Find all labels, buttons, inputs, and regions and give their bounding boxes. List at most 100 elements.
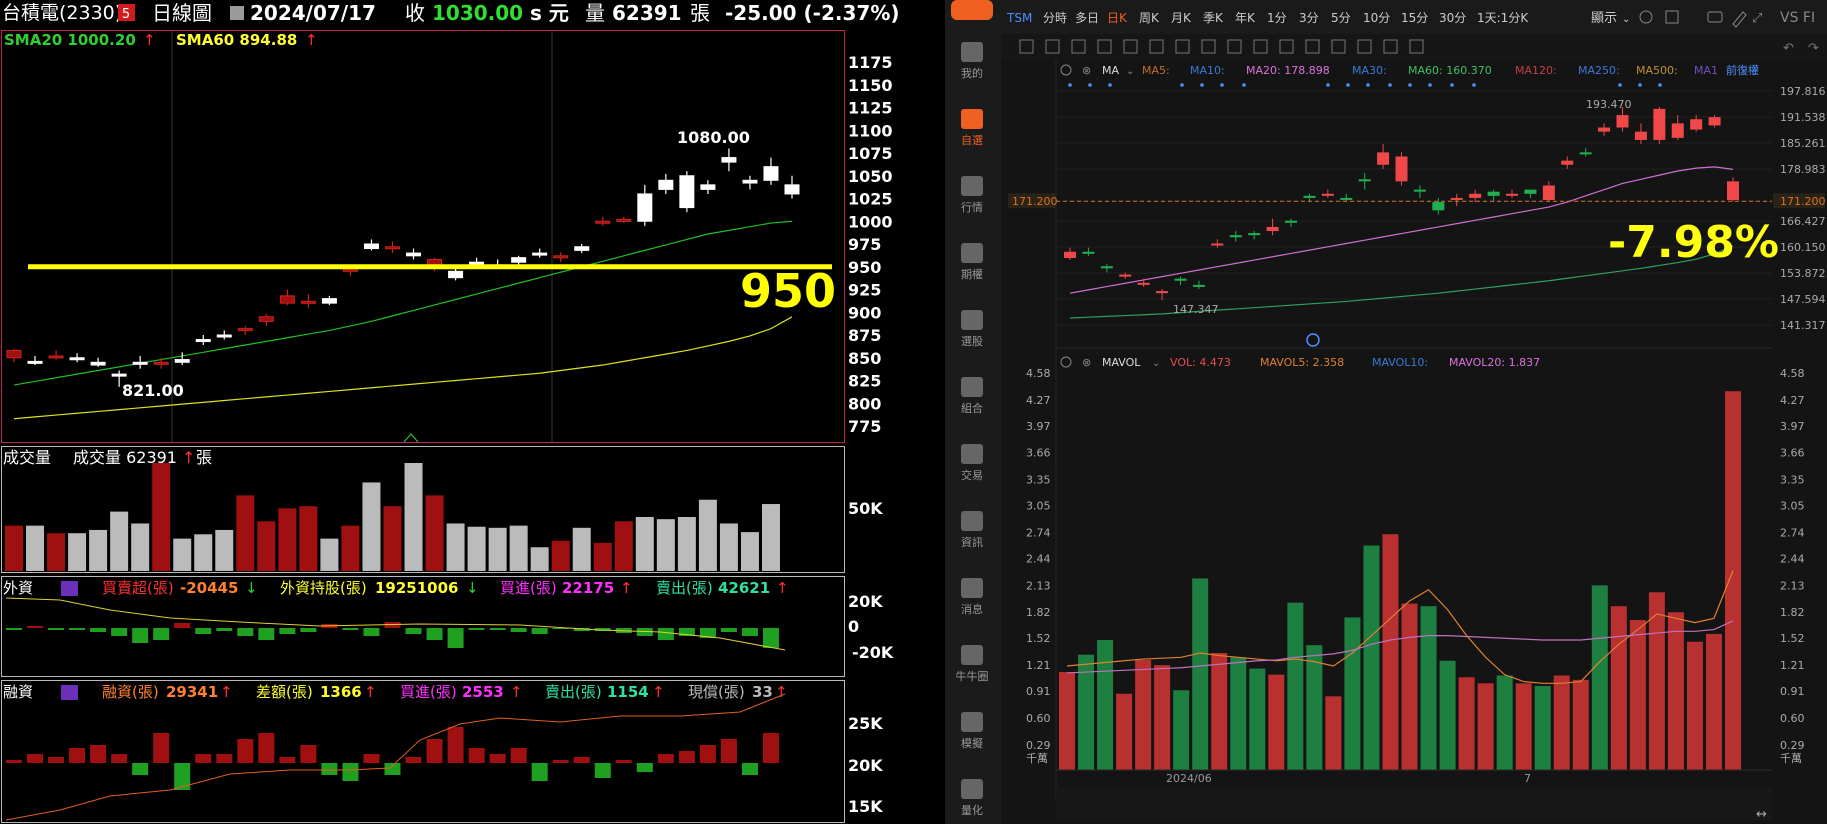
ma-dropdown-icon[interactable]: ⌄ <box>1126 66 1134 77</box>
tab-item[interactable]: 分時 <box>1043 11 1067 25</box>
price-tick: 950 <box>848 258 881 277</box>
ma-selector[interactable]: MA <box>1102 64 1119 77</box>
sidebar-item[interactable]: 自選 <box>961 109 983 147</box>
candle-body <box>1340 197 1353 200</box>
draw-tool-icon[interactable] <box>1409 39 1424 54</box>
sidebar-icon <box>961 511 983 531</box>
sidebar-item[interactable]: 選股 <box>961 310 983 348</box>
foreign-title: 外資 <box>3 579 33 597</box>
sidebar-item[interactable]: 量化 <box>961 779 983 817</box>
display-dropdown-icon[interactable]: ⌄ <box>1622 14 1630 25</box>
ma60-label: MA60: 160.370 <box>1408 64 1492 77</box>
foreign-bar <box>27 626 44 628</box>
tab-item[interactable]: 1天:1分K <box>1477 11 1529 25</box>
tab-item[interactable]: 月K <box>1171 11 1192 25</box>
draw-tool-icon[interactable] <box>1019 39 1034 54</box>
tab-item[interactable]: TSM <box>1006 11 1032 25</box>
tab-item[interactable]: 季K <box>1203 11 1224 25</box>
layout-icon[interactable] <box>1665 10 1679 24</box>
tab-item[interactable]: 1分 <box>1267 11 1287 25</box>
event-marker-icon[interactable] <box>1306 333 1320 347</box>
candle <box>763 157 779 185</box>
candle <box>111 370 127 387</box>
vol-tick-right: 3.97 <box>1780 420 1805 433</box>
vol-close-icon[interactable]: ⊗ <box>1082 356 1091 369</box>
draw-tool-icon[interactable] <box>1045 39 1060 54</box>
foreign-bar <box>447 628 464 648</box>
tab-item[interactable]: 15分 <box>1401 11 1428 25</box>
tab-item[interactable]: 5分 <box>1331 11 1351 25</box>
restore-toggle[interactable]: 前復權 <box>1726 63 1759 77</box>
sidebar-item[interactable]: 模擬 <box>961 712 983 750</box>
draw-tool-icon[interactable] <box>1097 39 1112 54</box>
vol-tick-left: 3.35 <box>1026 474 1051 487</box>
vol-tick-right: 3.35 <box>1780 474 1805 487</box>
sidebar-item[interactable]: 資訊 <box>961 511 983 549</box>
sidebar-label: 資訊 <box>961 535 983 549</box>
sidebar-item[interactable]: 行情 <box>961 176 983 214</box>
fullscreen-icon[interactable]: ⤢ <box>1752 11 1762 26</box>
ma250-label: MA250: <box>1578 64 1620 77</box>
draw-tool-icon[interactable] <box>1305 39 1320 54</box>
tab-item[interactable]: 30分 <box>1439 11 1466 25</box>
ma-settings-icon[interactable] <box>1060 64 1072 76</box>
draw-tool-icon[interactable] <box>1201 39 1216 54</box>
volume-bar-right <box>1725 391 1741 770</box>
sidebar-item[interactable]: 組合 <box>961 377 983 415</box>
undo-icon[interactable]: ↶ <box>1783 41 1794 56</box>
draw-tool-icon[interactable] <box>1175 39 1190 54</box>
draw-tool-icon[interactable] <box>1123 39 1138 54</box>
vol-legend: ⊗ MAVOL ⌄ VOL: 4.473 MAVOL5: 2.358 MAVOL… <box>1060 356 1540 369</box>
sidebar-item[interactable]: 消息 <box>961 578 983 616</box>
draw-tool-icon[interactable] <box>1253 39 1268 54</box>
draw-tool-icon[interactable] <box>1227 39 1242 54</box>
navigator[interactable] <box>1056 788 1772 820</box>
resize-icon[interactable]: ↔ <box>1756 807 1767 822</box>
ma-close-icon[interactable]: ⊗ <box>1082 64 1091 77</box>
margin-sell-arrow-icon: ↑ <box>652 683 665 701</box>
event-dot <box>1326 83 1330 87</box>
vol-selector[interactable]: MAVOL <box>1102 356 1141 369</box>
draw-tool-icon[interactable] <box>1279 39 1294 54</box>
foreign-bar <box>300 628 317 632</box>
pen-icon[interactable] <box>1732 11 1747 28</box>
tab-item[interactable]: 日K <box>1107 11 1128 25</box>
foreign-bar <box>6 628 22 630</box>
sidebar-item[interactable]: 期權 <box>961 243 983 281</box>
sidebar-item[interactable]: 牛牛圈 <box>956 645 989 683</box>
tab-item[interactable]: 10分 <box>1363 11 1390 25</box>
list-icon-2[interactable] <box>61 685 78 700</box>
tab-item[interactable]: 3分 <box>1299 11 1319 25</box>
dropdown-icon[interactable] <box>230 6 244 20</box>
draw-tool-icon[interactable] <box>1383 39 1398 54</box>
tab-item[interactable]: 周K <box>1139 11 1160 25</box>
price-tick: 825 <box>848 372 881 391</box>
camera-icon[interactable] <box>1707 11 1723 23</box>
candle-right <box>1561 156 1574 169</box>
volume-bar-right <box>1154 665 1171 770</box>
vol-dropdown-icon[interactable]: ⌄ <box>1152 358 1160 369</box>
vol-settings-icon[interactable] <box>1060 356 1072 368</box>
sidebar-item[interactable]: 交易 <box>961 444 983 482</box>
sma20-arrow-icon: ↑ <box>143 31 156 49</box>
draw-tool-icon[interactable] <box>1357 39 1372 54</box>
candle <box>132 355 148 369</box>
price-tick-right: 185.261 <box>1780 137 1826 150</box>
draw-tool-icon[interactable] <box>1149 39 1164 54</box>
draw-tool-icon[interactable] <box>1071 39 1086 54</box>
sidebar-item[interactable]: 我的 <box>961 42 983 80</box>
margin-bar <box>594 763 611 778</box>
margin-bar <box>636 763 653 772</box>
margin-bar <box>27 754 44 763</box>
last-price-tag <box>1008 193 1056 209</box>
tab-item[interactable]: 年K <box>1235 11 1256 25</box>
price-tick: 1025 <box>848 190 893 209</box>
redo-icon[interactable]: ↷ <box>1808 41 1820 56</box>
list-icon[interactable] <box>61 581 78 596</box>
tab-item[interactable]: 多日 <box>1075 11 1099 25</box>
display-button[interactable]: 顯示 <box>1591 11 1617 26</box>
vs-label[interactable]: VS FI <box>1780 10 1815 26</box>
foreign-bar <box>405 628 422 634</box>
draw-tool-icon[interactable] <box>1331 39 1346 54</box>
settings-icon[interactable] <box>1639 10 1653 24</box>
